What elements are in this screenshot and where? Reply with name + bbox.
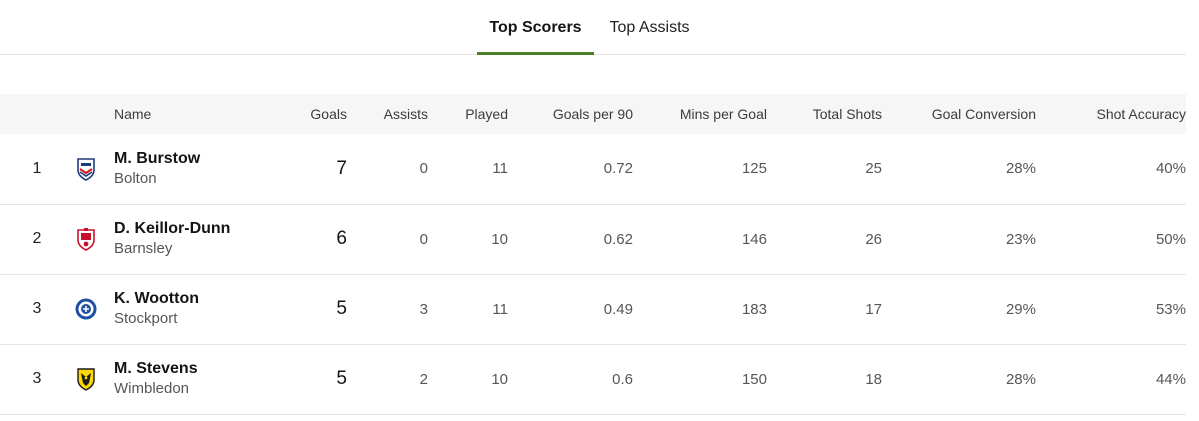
player-name[interactable]: K. Wootton bbox=[114, 290, 200, 307]
goals-cell: 5 bbox=[336, 298, 347, 319]
goals-cell: 7 bbox=[336, 157, 347, 179]
tab-top-assists[interactable]: Top Assists bbox=[602, 0, 697, 54]
player-cell: M. Stevens Wimbledon bbox=[114, 344, 300, 414]
barnsley-crest-icon bbox=[74, 227, 98, 251]
total-shots-cell: 25 bbox=[865, 160, 882, 178]
table-row: 3 K. Wootton Stockport 5 3 11 0.49 bbox=[0, 274, 1186, 344]
assists-cell: 0 bbox=[419, 230, 428, 248]
stats-tabs: Top Scorers Top Assists bbox=[0, 0, 1186, 55]
rank-cell: 3 bbox=[32, 370, 42, 387]
tab-top-assists-label: Top Assists bbox=[609, 19, 690, 36]
bolton-crest-icon bbox=[74, 157, 98, 181]
team-name: Barnsley bbox=[114, 240, 173, 257]
played-cell: 10 bbox=[491, 370, 508, 388]
tab-top-scorers[interactable]: Top Scorers bbox=[477, 0, 594, 55]
table-row: 2 D. Keillor-Dunn Barnsley 6 0 10 0.62 bbox=[0, 204, 1186, 274]
player-name[interactable]: M. Burstow bbox=[114, 149, 201, 167]
goal-conversion-cell: 23% bbox=[1005, 230, 1036, 248]
shot-accuracy-header: Shot Accuracy bbox=[1096, 106, 1187, 122]
mins-per-goal-cell: 150 bbox=[741, 370, 767, 388]
wimbledon-crest-icon bbox=[74, 367, 98, 391]
assists-cell: 3 bbox=[419, 300, 428, 318]
team-name: Bolton bbox=[114, 169, 157, 187]
played-cell: 10 bbox=[491, 230, 508, 248]
played-cell: 11 bbox=[492, 300, 508, 318]
assists-header: Assists bbox=[383, 106, 428, 122]
shot-accuracy-cell: 53% bbox=[1155, 300, 1186, 318]
assists-cell: 0 bbox=[419, 160, 428, 178]
goals-per-90-cell: 0.72 bbox=[603, 160, 633, 178]
top-scorers-table: Name Goals Assists Played Goals per 90 M… bbox=[0, 94, 1186, 415]
mins-per-goal-cell: 125 bbox=[741, 160, 767, 178]
crest-cell bbox=[58, 134, 114, 204]
crest-cell bbox=[58, 204, 114, 274]
stockport-crest-icon bbox=[74, 297, 98, 321]
total-shots-cell: 26 bbox=[865, 230, 882, 248]
player-cell: D. Keillor-Dunn Barnsley bbox=[114, 204, 300, 274]
shot-accuracy-cell: 40% bbox=[1155, 160, 1186, 178]
rank-cell: 3 bbox=[32, 300, 42, 317]
total-shots-header: Total Shots bbox=[812, 106, 882, 122]
mins-per-goal-header: Mins per Goal bbox=[679, 106, 767, 122]
rank-cell: 1 bbox=[32, 159, 42, 177]
goals-per-90-cell: 0.49 bbox=[603, 300, 633, 318]
rank-header bbox=[0, 94, 58, 134]
team-name: Stockport bbox=[114, 310, 178, 327]
assists-cell: 2 bbox=[419, 370, 428, 388]
crest-header bbox=[58, 94, 114, 134]
player-cell: M. Burstow Bolton bbox=[114, 134, 300, 204]
table-row: 1 M. Burstow Bolton 7 0 11 0.72 12 bbox=[0, 134, 1186, 204]
rank-cell: 2 bbox=[32, 230, 42, 247]
goal-conversion-cell: 29% bbox=[1005, 300, 1036, 318]
crest-cell bbox=[58, 344, 114, 414]
name-header: Name bbox=[114, 106, 152, 122]
shot-accuracy-cell: 50% bbox=[1155, 230, 1186, 248]
goal-conversion-cell: 28% bbox=[1005, 370, 1036, 388]
shot-accuracy-cell: 44% bbox=[1155, 370, 1186, 388]
mins-per-goal-cell: 146 bbox=[741, 230, 767, 248]
played-cell: 11 bbox=[492, 160, 508, 178]
goal-conversion-cell: 28% bbox=[1005, 160, 1036, 178]
crest-cell bbox=[58, 274, 114, 344]
goals-cell: 6 bbox=[336, 228, 347, 249]
player-cell: K. Wootton Stockport bbox=[114, 274, 300, 344]
total-shots-cell: 18 bbox=[865, 370, 882, 388]
team-name: Wimbledon bbox=[114, 380, 190, 397]
active-tab-indicator bbox=[477, 52, 594, 55]
table-header-row: Name Goals Assists Played Goals per 90 M… bbox=[0, 94, 1186, 134]
goals-cell: 5 bbox=[336, 368, 347, 389]
player-name[interactable]: M. Stevens bbox=[114, 360, 198, 377]
goals-per-90-cell: 0.6 bbox=[612, 370, 633, 388]
tab-top-scorers-label: Top Scorers bbox=[489, 19, 582, 36]
goals-per-90-header: Goals per 90 bbox=[552, 106, 633, 122]
goals-per-90-cell: 0.62 bbox=[603, 230, 633, 248]
mins-per-goal-cell: 183 bbox=[741, 300, 767, 318]
table-row: 3 M. Stevens Wimbledon 5 2 10 0.6 150 18 bbox=[0, 344, 1186, 414]
player-name[interactable]: D. Keillor-Dunn bbox=[114, 220, 231, 237]
played-header: Played bbox=[465, 106, 508, 122]
goals-header: Goals bbox=[310, 106, 347, 122]
goal-conversion-header: Goal Conversion bbox=[931, 106, 1036, 122]
total-shots-cell: 17 bbox=[865, 300, 882, 318]
